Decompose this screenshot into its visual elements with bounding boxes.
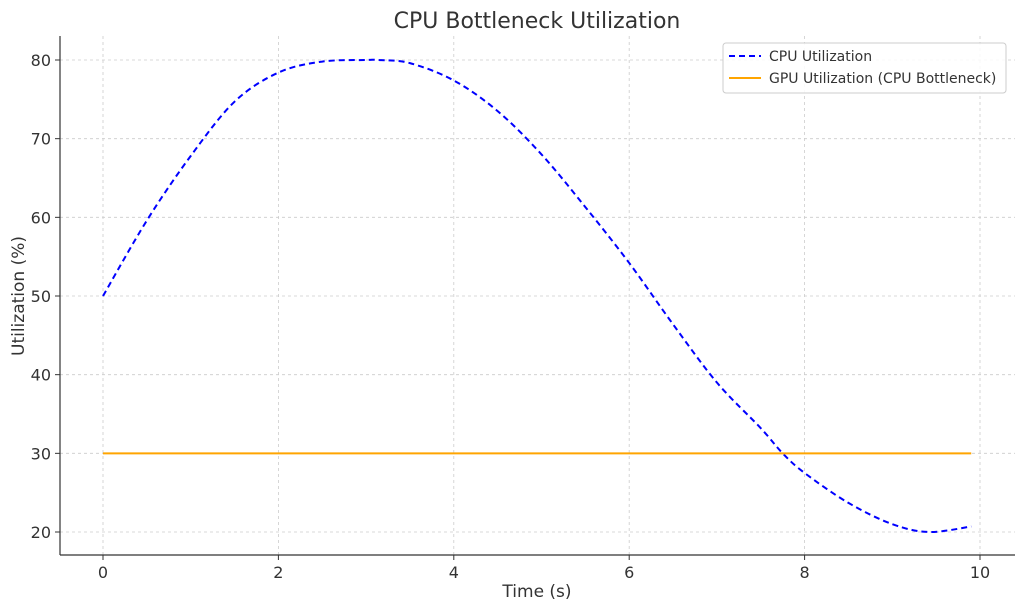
y-tick-label: 80 (31, 51, 51, 70)
legend-label-gpu: GPU Utilization (CPU Bottleneck) (769, 71, 996, 87)
x-tick-label: 6 (624, 563, 634, 582)
cpu-utilization-line (102, 58, 972, 534)
chart-title: CPU Bottleneck Utilization (394, 9, 681, 34)
x-tick-label: 4 (449, 563, 459, 582)
legend-label-cpu: CPU Utilization (769, 49, 872, 65)
y-tick-label: 70 (31, 130, 51, 149)
x-tick-label: 8 (800, 563, 810, 582)
y-tick-label: 50 (31, 287, 51, 306)
y-tick-label: 60 (31, 208, 51, 227)
x-axis-title: Time (s) (501, 582, 571, 602)
legend: CPU Utilization GPU Utilization (CPU Bot… (722, 42, 1007, 94)
x-tick-label: 10 (970, 563, 990, 582)
x-tick-label: 2 (273, 563, 283, 582)
tick-labels: 0 2 4 6 8 10 20 30 40 50 60 70 80 (31, 51, 991, 582)
legend-box (722, 42, 1007, 94)
axes (59, 36, 1015, 556)
plot-series (102, 58, 972, 534)
y-tick-label: 40 (31, 366, 51, 385)
x-tick-label: 0 (98, 563, 108, 582)
y-axis-title: Utilization (%) (9, 236, 29, 356)
y-tick-label: 20 (31, 523, 51, 542)
grid-lines (60, 36, 1015, 555)
y-tick-label: 30 (31, 444, 51, 463)
